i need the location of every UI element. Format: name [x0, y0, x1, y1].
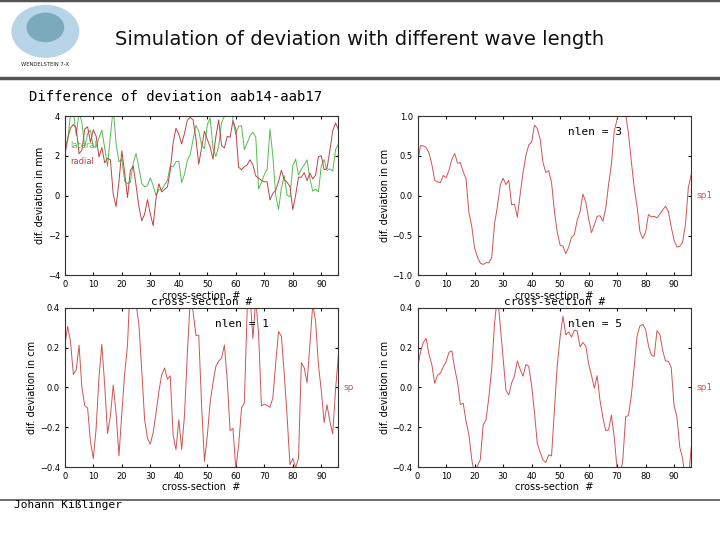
Text: lateral: lateral [71, 141, 97, 150]
Y-axis label: dif. deviation in cm: dif. deviation in cm [380, 149, 390, 242]
X-axis label: cross-section  #: cross-section # [516, 482, 593, 492]
Text: Simulation of deviation with different wave length: Simulation of deviation with different w… [115, 30, 605, 49]
Text: nlen = 3: nlen = 3 [568, 127, 622, 137]
Circle shape [12, 5, 78, 57]
Text: cross-section #: cross-section # [151, 297, 252, 307]
Text: WENDELSTEIN 7-X: WENDELSTEIN 7-X [22, 62, 69, 67]
Text: sp1: sp1 [697, 383, 713, 392]
Text: cross-section #: cross-section # [504, 297, 605, 307]
Text: sp1: sp1 [697, 191, 713, 200]
X-axis label: cross-section  #: cross-section # [163, 291, 240, 301]
Y-axis label: dif. deviation in cm: dif. deviation in cm [27, 341, 37, 434]
Text: nlen = 1: nlen = 1 [215, 319, 269, 329]
Text: radial: radial [71, 157, 94, 166]
X-axis label: cross-section  #: cross-section # [516, 291, 593, 301]
X-axis label: cross-section  #: cross-section # [163, 482, 240, 492]
Text: Johann Kißlinger: Johann Kißlinger [14, 500, 122, 510]
Y-axis label: dif. deviation in cm: dif. deviation in cm [380, 341, 390, 434]
Text: Difference of deviation aab14-aab17: Difference of deviation aab14-aab17 [29, 90, 322, 104]
Y-axis label: dif. deviation in mm: dif. deviation in mm [35, 147, 45, 245]
Text: nlen = 5: nlen = 5 [568, 319, 622, 329]
Circle shape [27, 14, 63, 42]
Text: sp: sp [344, 383, 354, 392]
Text: IPP: IPP [652, 25, 708, 53]
